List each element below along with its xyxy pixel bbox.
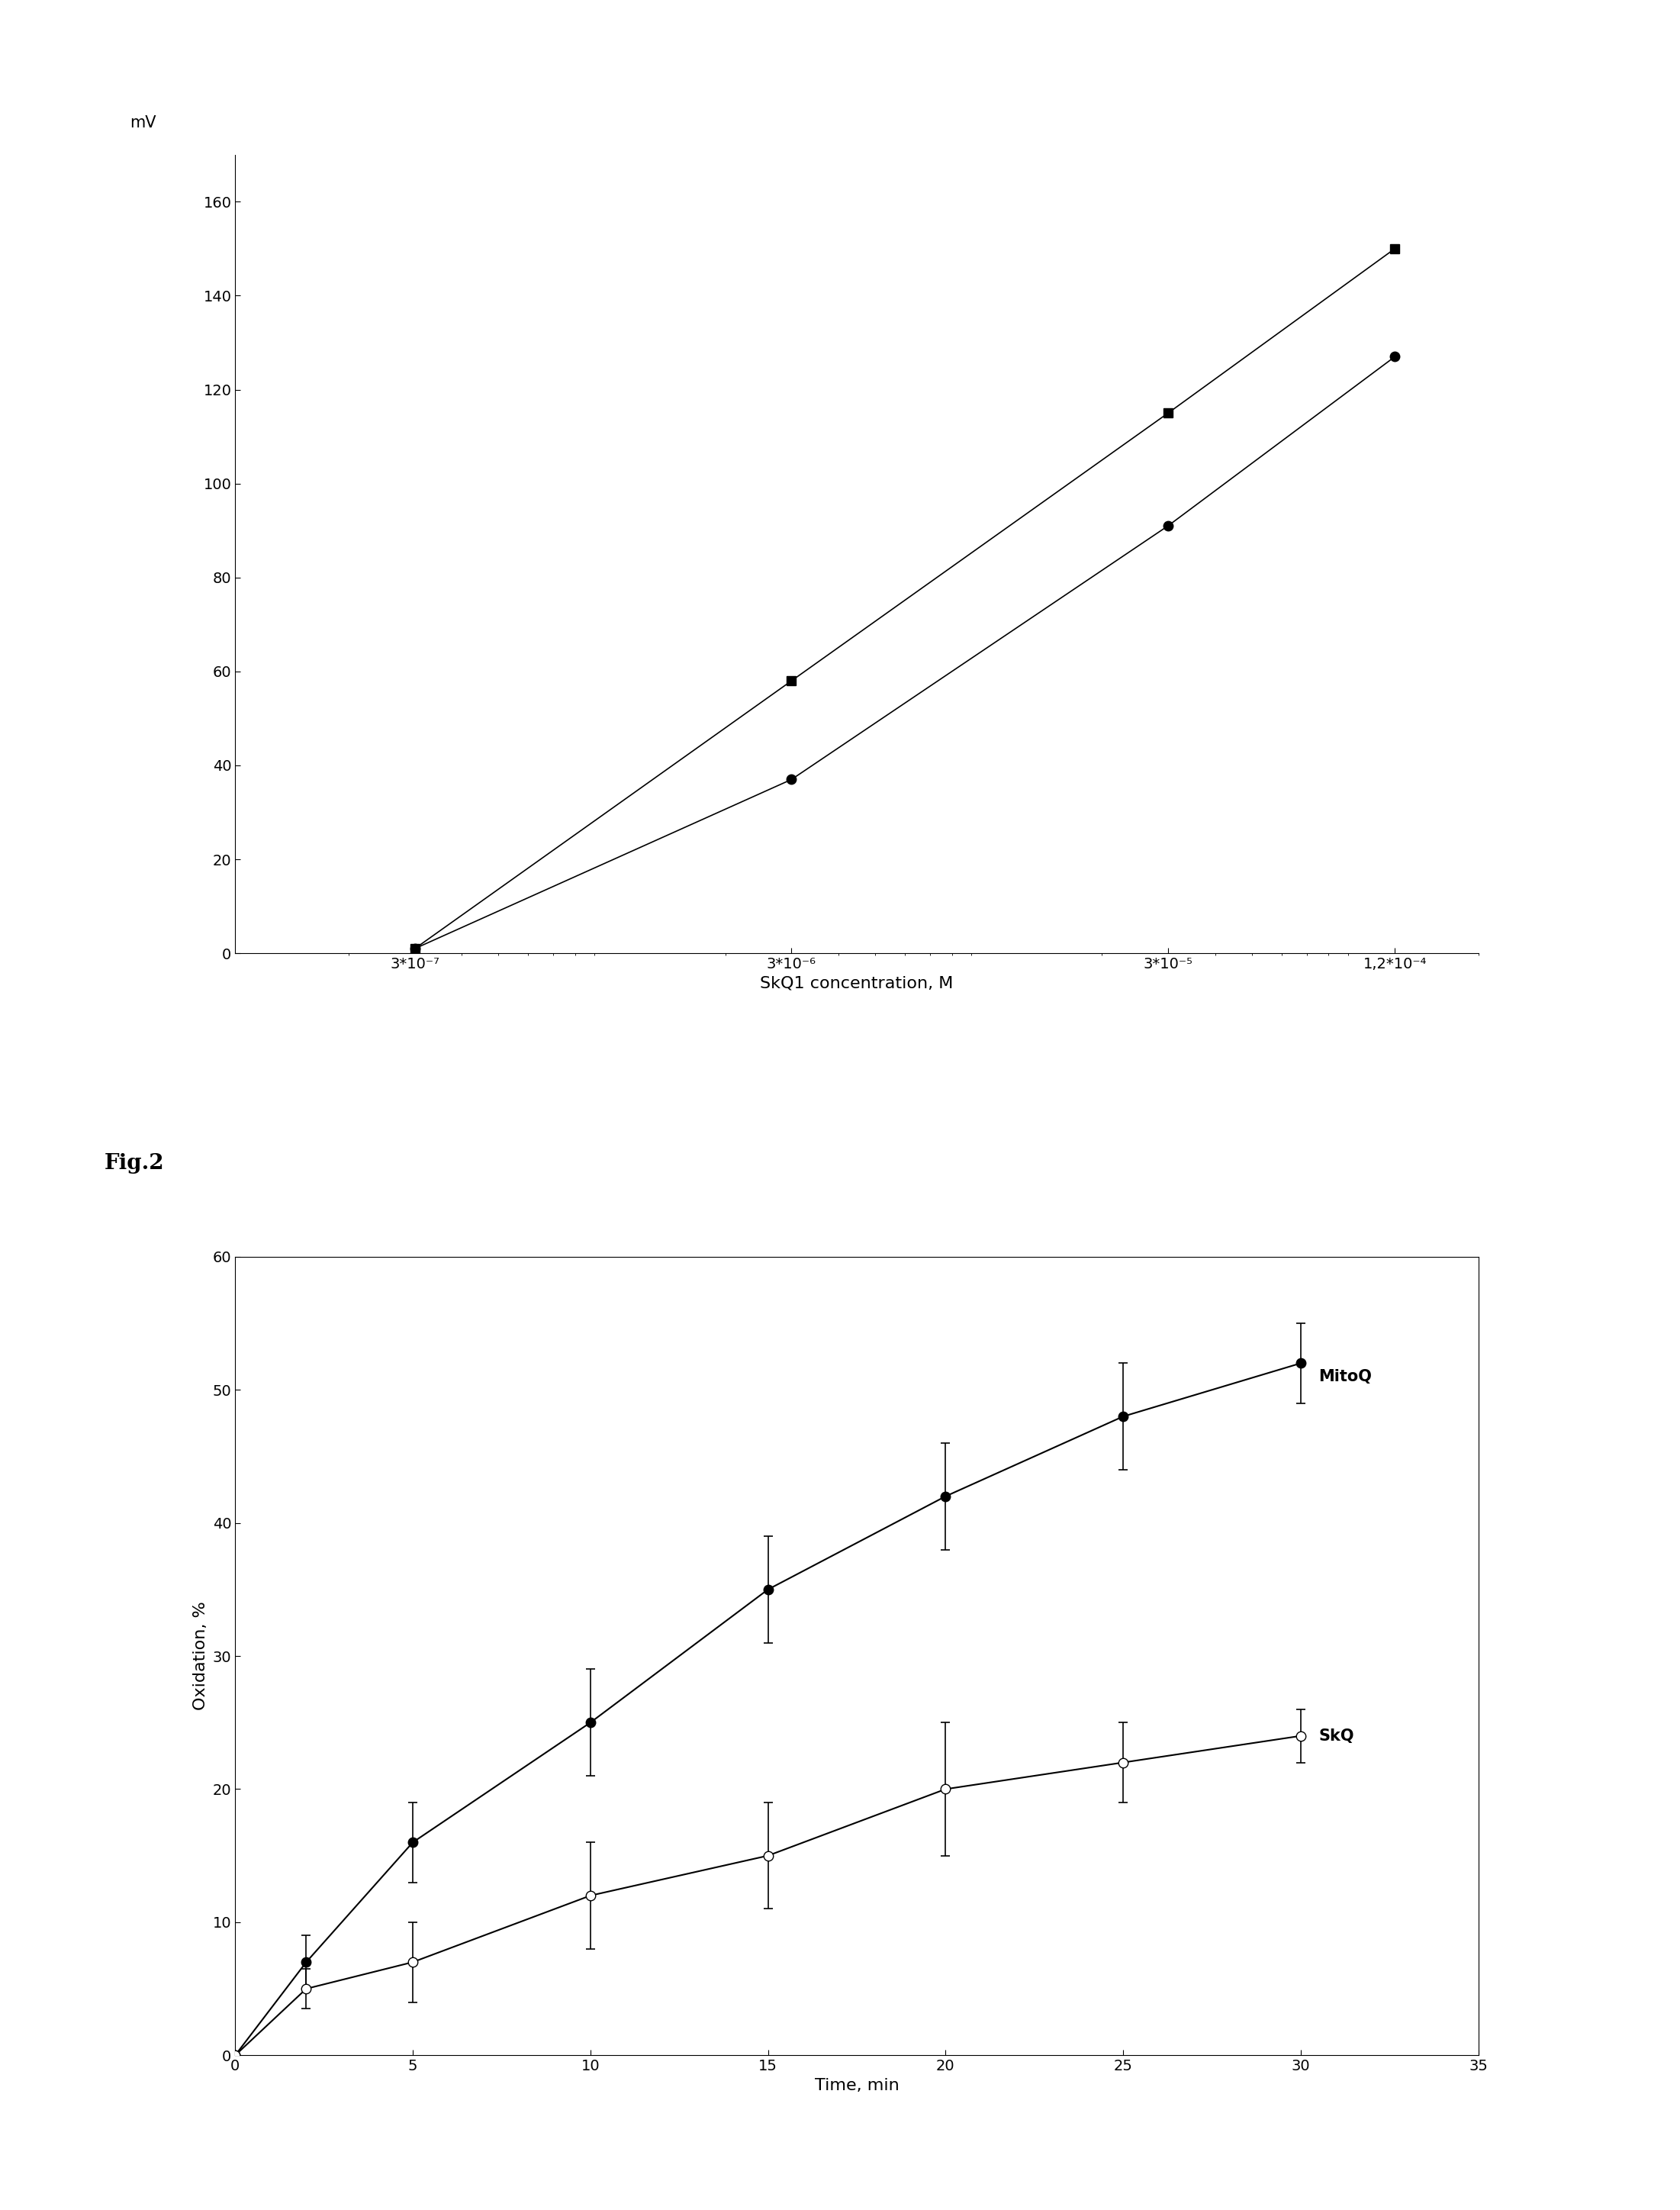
Text: SkQ: SkQ	[1319, 1728, 1354, 1744]
Text: MitoQ: MitoQ	[1319, 1368, 1373, 1383]
Text: mV: mV	[129, 115, 156, 130]
X-axis label: SkQ1 concentration, M: SkQ1 concentration, M	[759, 977, 954, 990]
X-axis label: Time, min: Time, min	[815, 2077, 899, 2093]
Text: Fig.2: Fig.2	[104, 1154, 165, 1174]
Y-axis label: Oxidation, %: Oxidation, %	[193, 1602, 208, 1711]
